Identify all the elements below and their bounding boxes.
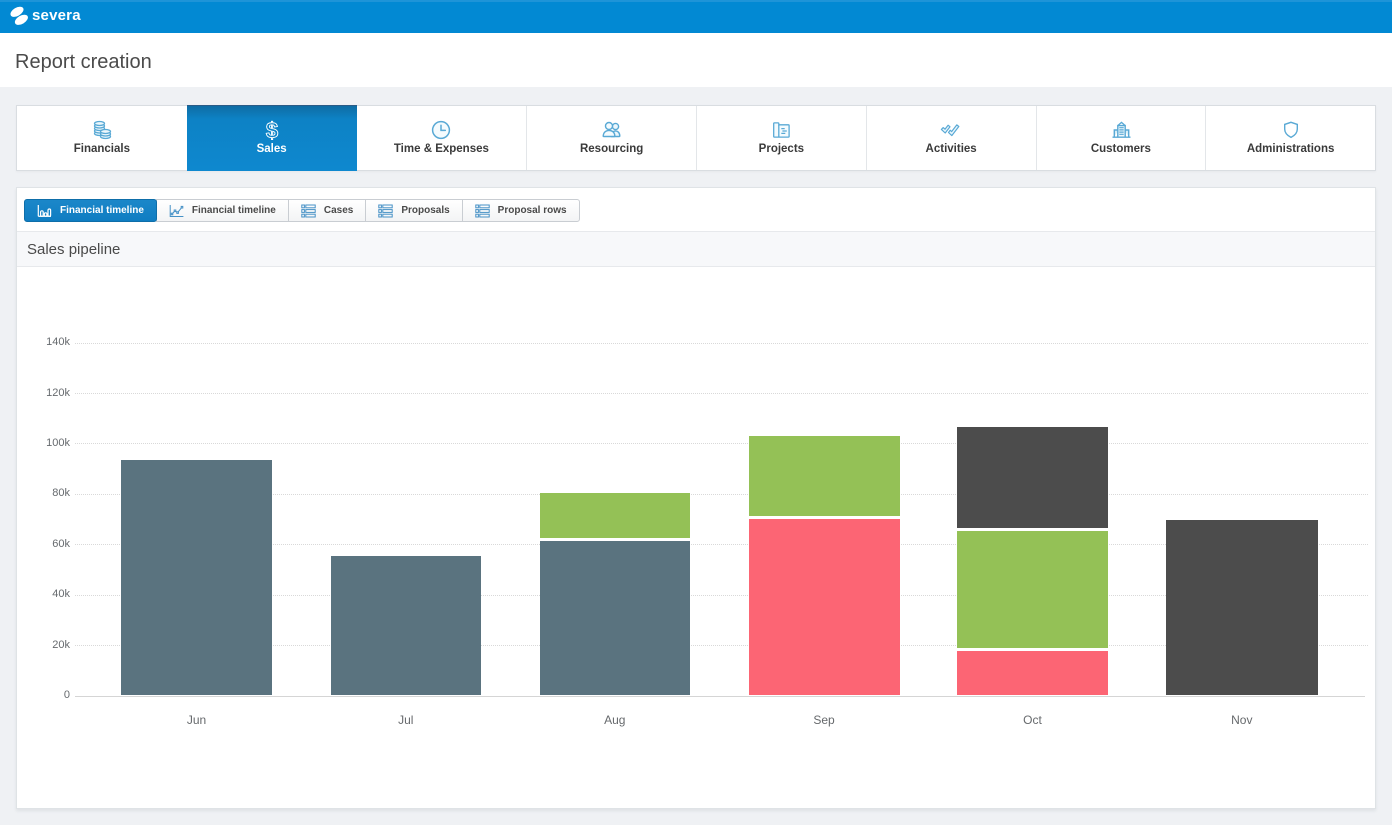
svg-text:$: $ — [266, 118, 278, 143]
